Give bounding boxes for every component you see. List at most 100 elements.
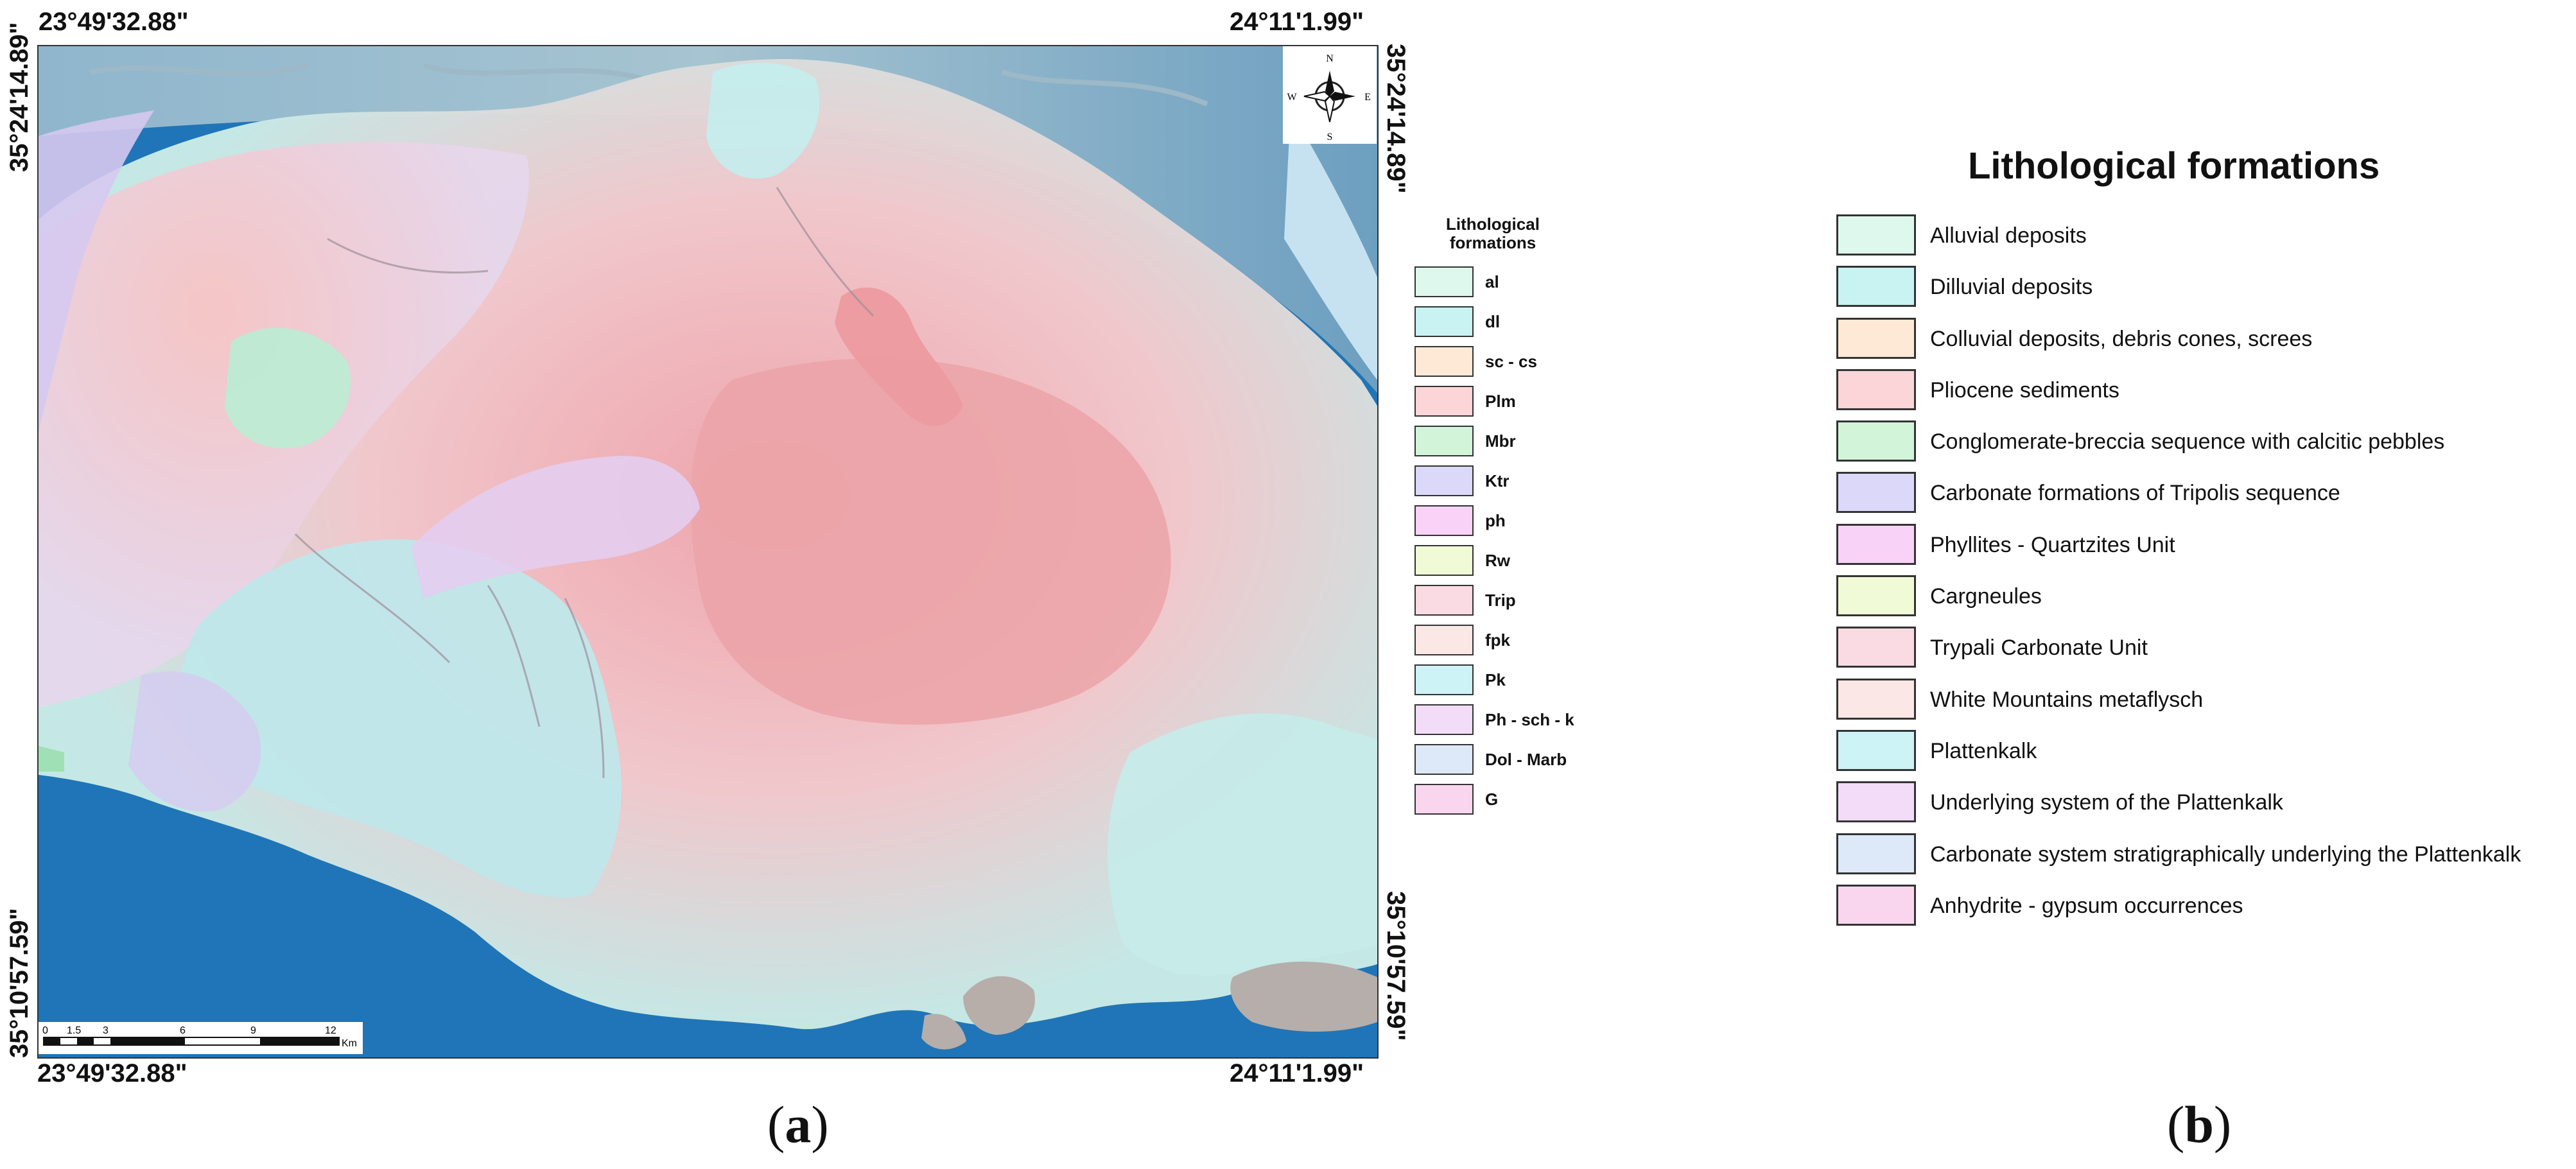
small-legend-code: ph: [1485, 511, 1506, 530]
small-legend-item: fpk: [1409, 625, 1576, 664]
small-legend-item: Rw: [1409, 545, 1576, 585]
small-legend-code: Ph - sch - k: [1485, 710, 1574, 729]
big-legend-label: Carbonate system stratigraphically under…: [1930, 842, 2521, 867]
big-legend-label: Cargneules: [1930, 584, 2042, 609]
north-coast-area: [39, 46, 1377, 393]
north-arrow: N E S W: [1283, 46, 1377, 144]
legend-swatch: [1836, 781, 1916, 823]
legend-swatch: [1836, 214, 1916, 255]
east-label: E: [1364, 92, 1371, 103]
small-legend-item: al: [1409, 266, 1576, 306]
scale-tick-4: 9: [250, 1025, 256, 1036]
small-legend-code: G: [1485, 790, 1499, 809]
big-legend-item: Carbonate system stratigraphically under…: [1836, 833, 2575, 885]
map-canvas: [39, 46, 1377, 1057]
legend-swatch: [1836, 472, 1916, 514]
small-legend-code: Pk: [1485, 670, 1506, 689]
panel-label-a-letter: a: [785, 1095, 812, 1154]
contact-lines: [294, 187, 875, 779]
big-legend-label: White Mountains metaflysch: [1930, 687, 2204, 712]
small-legend-item: G: [1409, 784, 1576, 824]
big-legend-item: Alluvial deposits: [1836, 214, 2575, 266]
legend-swatch: [1836, 729, 1916, 771]
coord-bottom-right-lon: 24°11'1.99": [1230, 1059, 1364, 1087]
coord-left-bottom-lat: 35°10'57.59": [5, 908, 33, 1058]
scale-tick-2: 3: [103, 1025, 109, 1036]
small-legend: Lithological formations al dl sc - cs Plm Mb…: [1409, 215, 1576, 824]
north-label: N: [1326, 53, 1334, 64]
small-legend-item: Trip: [1409, 585, 1576, 625]
legend-swatch: [1836, 266, 1916, 307]
panel-label-a: (a): [767, 1095, 829, 1154]
scale-tick-0: 0: [42, 1025, 48, 1036]
small-legend-title: Lithological formations: [1416, 215, 1570, 252]
se-coast-patch: [1230, 962, 1377, 1032]
small-legend-code: fpk: [1485, 630, 1510, 650]
legend-swatch: [1836, 833, 1916, 874]
big-legend-item: Conglomerate-breccia sequence with calci…: [1836, 420, 2575, 472]
mbr-patch-west: [225, 327, 351, 449]
big-legend-item: Carbonate formations of Tripolis sequenc…: [1836, 472, 2575, 523]
big-legend-label: Conglomerate-breccia sequence with calci…: [1930, 429, 2445, 455]
legend-swatch: [1414, 585, 1474, 616]
legend-swatch: [1836, 420, 1916, 462]
ne-red-ridge: [835, 287, 963, 426]
big-legend-item: Trypali Carbonate Unit: [1836, 627, 2575, 678]
scale-bar: 0 1.5 3 6 9 12 Km: [39, 1022, 363, 1054]
small-legend-code: Trip: [1485, 591, 1516, 610]
big-legend-title: Lithological formations: [1968, 145, 2380, 187]
north-relief-lines: [89, 63, 1208, 107]
scale-tick-5: 12: [325, 1025, 336, 1036]
north-alluvial-area: [706, 63, 820, 179]
big-legend-label: Dilluvial deposits: [1930, 275, 2093, 300]
legend-swatch: [1414, 784, 1474, 815]
legend-swatch: [1414, 465, 1474, 496]
coord-top-left-lon: 23°49'32.88": [39, 8, 189, 36]
central-lavender-strip: [411, 456, 700, 598]
legend-swatch: [1414, 346, 1474, 377]
legend-swatch: [1414, 306, 1474, 337]
small-legend-code: Ktr: [1485, 471, 1510, 490]
small-legend-item: Plm: [1409, 386, 1576, 426]
coord-left-top-lat: 35°24'14.89": [5, 22, 33, 172]
small-legend-code: Plm: [1485, 392, 1516, 411]
legend-swatch: [1414, 545, 1474, 576]
small-legend-item: Ktr: [1409, 465, 1576, 505]
small-legend-item: ph: [1409, 505, 1576, 545]
central-high-relief: [690, 358, 1171, 725]
panel-label-b-letter: b: [2184, 1095, 2214, 1154]
coord-right-bottom-lat: 35°10'57.59": [1382, 891, 1410, 1041]
big-legend-item: Underlying system of the Plattenkalk: [1836, 781, 2575, 833]
legend-swatch: [1836, 368, 1916, 410]
small-legend-code: sc - cs: [1485, 352, 1537, 371]
big-legend-label: Phyllites - Quartzites Unit: [1930, 532, 2175, 557]
small-legend-item: Dol - Marb: [1409, 744, 1576, 784]
small-legend-code: al: [1485, 272, 1499, 291]
small-legend-code: Dol - Marb: [1485, 750, 1567, 769]
small-legend-title-line2: formations: [1449, 233, 1536, 252]
small-legend-code: Rw: [1485, 551, 1510, 570]
east-dilluvial-area: [1108, 713, 1377, 976]
scale-tick-3: 6: [180, 1025, 186, 1036]
west-carbonate-strip: [39, 110, 154, 431]
small-legend-item: Pk: [1409, 664, 1576, 704]
scale-tick-1: 1.5: [67, 1025, 81, 1036]
lithological-map[interactable]: [37, 45, 1379, 1059]
legend-swatch: [1414, 664, 1474, 695]
big-legend-item: Dilluvial deposits: [1836, 266, 2575, 317]
scale-unit: Km: [342, 1038, 357, 1049]
big-legend-item: Plattenkalk: [1836, 729, 2575, 781]
small-legend-item: dl: [1409, 306, 1576, 346]
south-coast-patch: [963, 976, 1035, 1035]
big-legend-label: Carbonate formations of Tripolis sequenc…: [1930, 481, 2340, 506]
big-legend-label: Pliocene sediments: [1930, 377, 2119, 403]
big-legend-label: Colluvial deposits, debris cones, screes: [1930, 326, 2313, 351]
legend-swatch: [1414, 744, 1474, 775]
legend-swatch: [1414, 266, 1474, 297]
big-legend-label: Plattenkalk: [1930, 738, 2037, 763]
big-legend-item: White Mountains metaflysch: [1836, 678, 2575, 730]
legend-swatch: [1414, 426, 1474, 456]
big-legend-item: Colluvial deposits, debris cones, screes: [1836, 317, 2575, 369]
legend-swatch: [1836, 317, 1916, 359]
west-green-edge: [39, 746, 64, 772]
